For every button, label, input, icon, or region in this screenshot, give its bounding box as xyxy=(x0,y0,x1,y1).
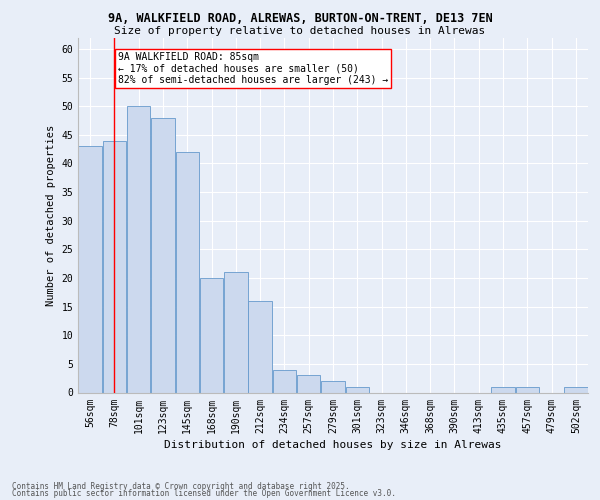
Bar xyxy=(248,301,272,392)
Text: Contains public sector information licensed under the Open Government Licence v3: Contains public sector information licen… xyxy=(12,490,396,498)
Bar xyxy=(176,152,199,392)
Bar xyxy=(200,278,223,392)
Text: 9A WALKFIELD ROAD: 85sqm
← 17% of detached houses are smaller (50)
82% of semi-d: 9A WALKFIELD ROAD: 85sqm ← 17% of detach… xyxy=(118,52,388,85)
Bar xyxy=(346,387,369,392)
Bar xyxy=(321,381,345,392)
X-axis label: Distribution of detached houses by size in Alrewas: Distribution of detached houses by size … xyxy=(164,440,502,450)
Y-axis label: Number of detached properties: Number of detached properties xyxy=(46,124,56,306)
Bar xyxy=(103,140,126,392)
Bar xyxy=(515,387,539,392)
Bar xyxy=(564,387,587,392)
Bar xyxy=(79,146,102,392)
Bar xyxy=(151,118,175,392)
Text: Contains HM Land Registry data © Crown copyright and database right 2025.: Contains HM Land Registry data © Crown c… xyxy=(12,482,350,491)
Bar xyxy=(127,106,151,393)
Bar xyxy=(224,272,248,392)
Text: Size of property relative to detached houses in Alrewas: Size of property relative to detached ho… xyxy=(115,26,485,36)
Bar xyxy=(491,387,515,392)
Bar xyxy=(272,370,296,392)
Bar xyxy=(297,376,320,392)
Text: 9A, WALKFIELD ROAD, ALREWAS, BURTON-ON-TRENT, DE13 7EN: 9A, WALKFIELD ROAD, ALREWAS, BURTON-ON-T… xyxy=(107,12,493,26)
